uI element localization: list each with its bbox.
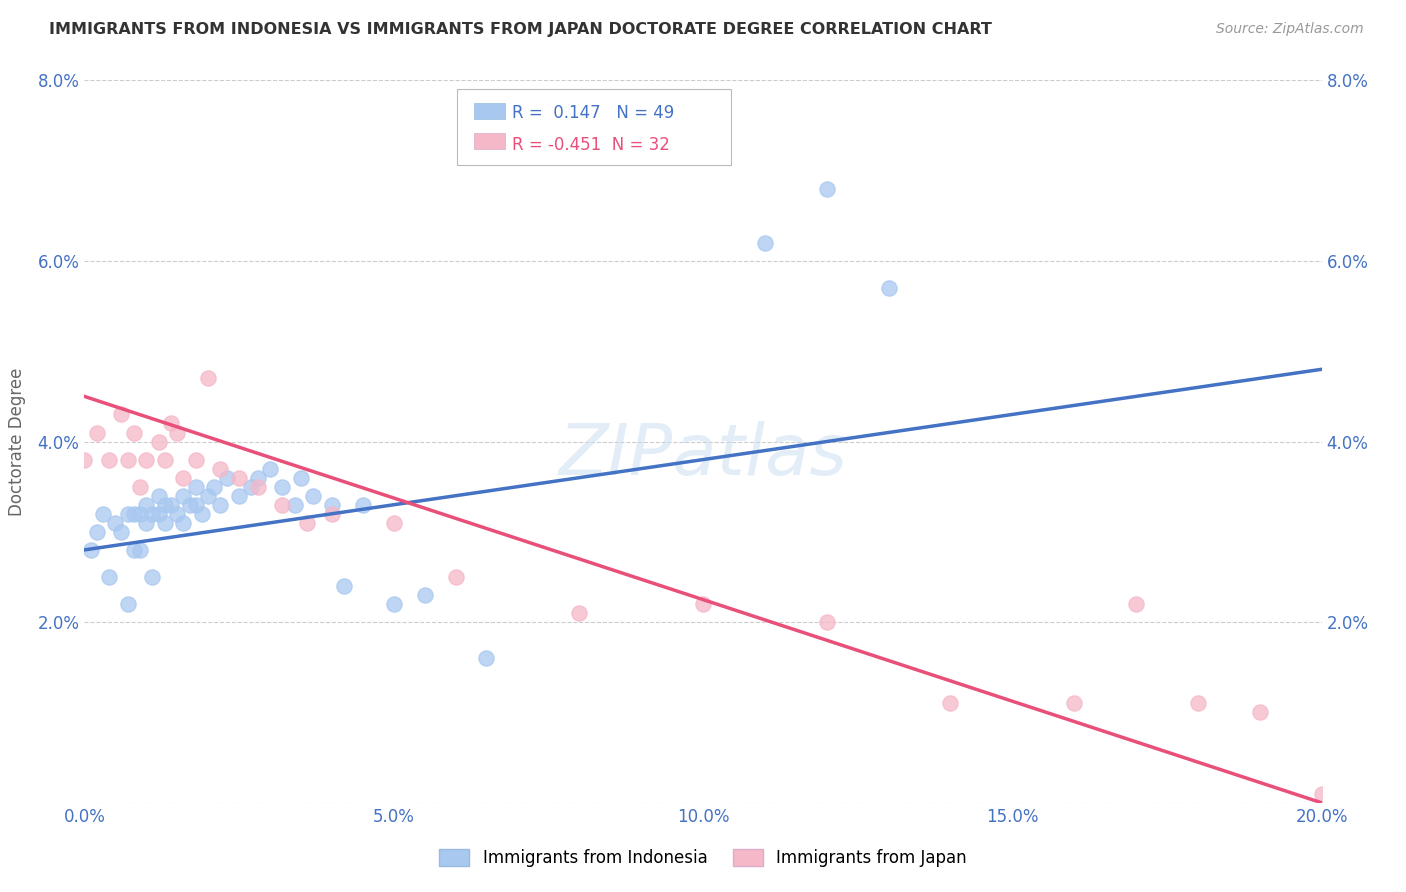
Point bbox=[692, 597, 714, 611]
Point bbox=[215, 471, 238, 485]
Point bbox=[271, 480, 294, 494]
Point bbox=[271, 498, 294, 512]
Point bbox=[290, 471, 312, 485]
Point bbox=[148, 434, 170, 449]
Point bbox=[184, 452, 207, 467]
Text: IMMIGRANTS FROM INDONESIA VS IMMIGRANTS FROM JAPAN DOCTORATE DEGREE CORRELATION : IMMIGRANTS FROM INDONESIA VS IMMIGRANTS … bbox=[49, 22, 993, 37]
Point bbox=[240, 480, 263, 494]
Point bbox=[166, 507, 188, 521]
Point bbox=[117, 452, 139, 467]
Text: ZIPatlas: ZIPatlas bbox=[558, 422, 848, 491]
Point bbox=[228, 489, 250, 503]
Text: R =  0.147   N = 49: R = 0.147 N = 49 bbox=[512, 104, 673, 122]
Point bbox=[122, 425, 145, 440]
Point bbox=[86, 425, 108, 440]
Point bbox=[382, 516, 405, 530]
Point bbox=[259, 461, 281, 475]
Text: R = -0.451  N = 32: R = -0.451 N = 32 bbox=[512, 136, 669, 153]
Point bbox=[135, 498, 157, 512]
Point bbox=[122, 542, 145, 557]
Point bbox=[117, 597, 139, 611]
Point bbox=[179, 498, 201, 512]
Point bbox=[153, 498, 176, 512]
Point bbox=[79, 542, 101, 557]
Point bbox=[184, 498, 207, 512]
Point bbox=[295, 516, 318, 530]
Point bbox=[352, 498, 374, 512]
Point bbox=[1310, 787, 1333, 801]
Point bbox=[122, 507, 145, 521]
Point bbox=[333, 579, 356, 593]
Point bbox=[209, 461, 232, 475]
Point bbox=[815, 615, 838, 630]
Point bbox=[228, 471, 250, 485]
Point bbox=[202, 480, 225, 494]
Point bbox=[1249, 706, 1271, 720]
Point bbox=[141, 507, 163, 521]
Point bbox=[1063, 697, 1085, 711]
Point bbox=[172, 516, 194, 530]
Point bbox=[153, 516, 176, 530]
Point bbox=[209, 498, 232, 512]
Point bbox=[172, 471, 194, 485]
Point bbox=[284, 498, 307, 512]
Point bbox=[444, 570, 467, 584]
Point bbox=[110, 408, 132, 422]
Point bbox=[129, 542, 152, 557]
Legend: Immigrants from Indonesia, Immigrants from Japan: Immigrants from Indonesia, Immigrants fr… bbox=[440, 848, 966, 867]
Point bbox=[148, 507, 170, 521]
Point bbox=[148, 489, 170, 503]
Point bbox=[129, 480, 152, 494]
Point bbox=[153, 452, 176, 467]
Point bbox=[413, 588, 436, 602]
Y-axis label: Doctorate Degree: Doctorate Degree bbox=[8, 368, 27, 516]
Point bbox=[129, 507, 152, 521]
Point bbox=[475, 651, 498, 665]
Point bbox=[1125, 597, 1147, 611]
Point bbox=[197, 371, 219, 385]
Point bbox=[302, 489, 325, 503]
Point bbox=[98, 452, 121, 467]
Point bbox=[135, 452, 157, 467]
Point bbox=[191, 507, 214, 521]
Point bbox=[197, 489, 219, 503]
Point bbox=[98, 570, 121, 584]
Point bbox=[568, 606, 591, 620]
Point bbox=[104, 516, 127, 530]
Point bbox=[877, 281, 900, 295]
Point bbox=[86, 524, 108, 539]
Point bbox=[815, 181, 838, 195]
Point bbox=[382, 597, 405, 611]
Point bbox=[135, 516, 157, 530]
Point bbox=[166, 425, 188, 440]
Point bbox=[246, 480, 269, 494]
Point bbox=[754, 235, 776, 250]
Point bbox=[141, 570, 163, 584]
Text: Source: ZipAtlas.com: Source: ZipAtlas.com bbox=[1216, 22, 1364, 37]
Point bbox=[160, 417, 183, 431]
Point bbox=[73, 452, 96, 467]
Point bbox=[321, 507, 343, 521]
Point bbox=[321, 498, 343, 512]
Point bbox=[1187, 697, 1209, 711]
Point bbox=[939, 697, 962, 711]
Point bbox=[110, 524, 132, 539]
Point bbox=[246, 471, 269, 485]
Point bbox=[160, 498, 183, 512]
Point bbox=[91, 507, 114, 521]
Point bbox=[172, 489, 194, 503]
Point bbox=[184, 480, 207, 494]
Point bbox=[117, 507, 139, 521]
